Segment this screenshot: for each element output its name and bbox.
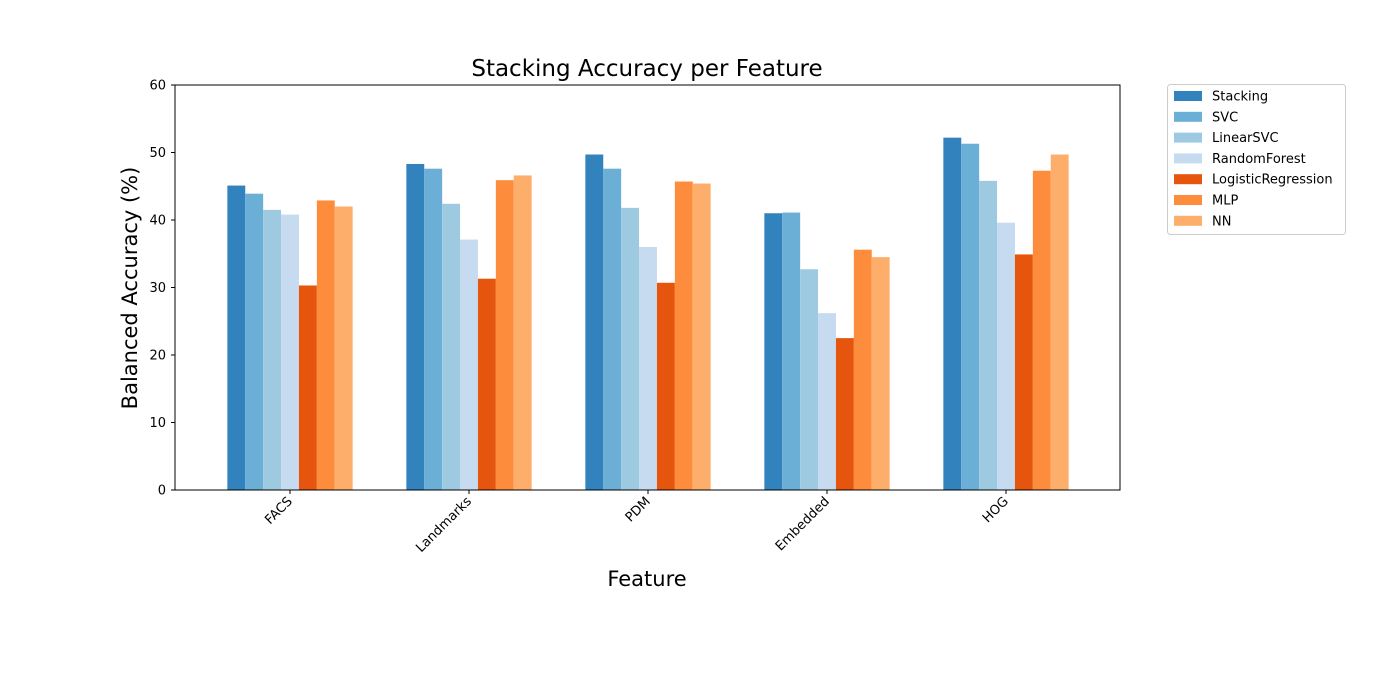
bar-linearsvc-hog — [979, 180, 998, 490]
bar-nn-facs — [334, 206, 353, 490]
bar-randomforest-landmarks — [460, 239, 478, 490]
bar-logisticregression-landmarks — [477, 278, 496, 490]
legend-label-mlp: MLP — [1212, 194, 1238, 209]
y-tick-label: 40 — [149, 214, 166, 229]
legend-swatch-nn — [1174, 215, 1202, 226]
bar-mlp-landmarks — [495, 180, 514, 490]
bar-stacking-embedded — [764, 213, 783, 490]
legend-swatch-mlp — [1174, 195, 1202, 205]
bar-svc-embedded — [782, 212, 801, 490]
bar-logisticregression-embedded — [835, 338, 854, 491]
x-tick-label: Embedded — [773, 494, 833, 554]
legend-label-logisticregression: LogisticRegression — [1212, 173, 1333, 188]
bar-logisticregression-hog — [1014, 254, 1033, 490]
x-tick-label: HOG — [980, 494, 1012, 526]
bar-randomforest-facs — [281, 214, 299, 490]
y-axis-label: Balanced Accuracy (%) — [118, 167, 142, 410]
bars-group — [227, 137, 1069, 491]
legend-swatch-randomforest — [1174, 153, 1202, 164]
bar-mlp-facs — [316, 200, 335, 490]
bar-mlp-pdm — [674, 181, 693, 490]
bar-nn-pdm — [692, 183, 711, 491]
legend-label-svc: SVC — [1212, 110, 1238, 125]
bar-randomforest-embedded — [818, 313, 836, 490]
bar-nn-hog — [1050, 154, 1069, 490]
legend-box — [1167, 84, 1346, 235]
bar-svc-landmarks — [424, 168, 443, 490]
legend-swatch-stacking — [1174, 91, 1202, 101]
bar-stacking-hog — [943, 137, 962, 490]
legend: Stacking SVC LinearSVC RandomForest Logistic… — [1167, 84, 1346, 235]
legend-label-nn: NN — [1212, 214, 1231, 229]
y-axis: 0 10 20 30 40 50 60 — [149, 79, 175, 499]
bar-logisticregression-facs — [298, 285, 317, 490]
x-tick-label: PDM — [623, 494, 654, 525]
x-tick-label: FACS — [262, 494, 295, 527]
bar-logisticregression-pdm — [656, 282, 675, 490]
bar-svc-facs — [245, 193, 264, 490]
legend-swatch-linearsvc — [1174, 132, 1202, 143]
x-tick-label: Landmarks — [413, 494, 475, 556]
legend-label-randomforest: RandomForest — [1212, 152, 1306, 167]
bar-randomforest-hog — [997, 222, 1015, 490]
y-tick-label: 20 — [149, 349, 166, 364]
bar-nn-landmarks — [513, 175, 532, 490]
legend-swatch-svc — [1174, 111, 1202, 122]
bar-mlp-embedded — [853, 249, 872, 490]
y-tick-label: 60 — [149, 79, 166, 94]
chart-title: Stacking Accuracy per Feature — [471, 56, 822, 82]
bar-svc-pdm — [603, 168, 622, 490]
bar-nn-embedded — [871, 257, 890, 491]
legend-label-linearsvc: LinearSVC — [1212, 131, 1279, 146]
y-tick-label: 50 — [149, 146, 166, 161]
legend-label-stacking: Stacking — [1212, 90, 1268, 105]
bar-svc-hog — [961, 143, 980, 491]
bar-linearsvc-facs — [263, 209, 282, 491]
y-tick-label: 30 — [149, 281, 166, 296]
bar-stacking-landmarks — [406, 163, 425, 491]
bar-stacking-facs — [227, 185, 246, 490]
bar-randomforest-pdm — [639, 247, 657, 490]
bar-linearsvc-landmarks — [442, 203, 461, 491]
y-tick-label: 10 — [149, 416, 166, 431]
y-tick-label: 0 — [158, 484, 166, 499]
bar-mlp-hog — [1032, 170, 1051, 491]
bar-stacking-pdm — [585, 154, 604, 490]
x-axis: FACS Landmarks PDM Embedded HOG — [262, 490, 1012, 556]
x-axis-label: Feature — [607, 567, 686, 591]
bar-linearsvc-embedded — [800, 269, 819, 490]
legend-swatch-logisticregression — [1174, 174, 1202, 185]
bar-linearsvc-pdm — [621, 207, 640, 490]
